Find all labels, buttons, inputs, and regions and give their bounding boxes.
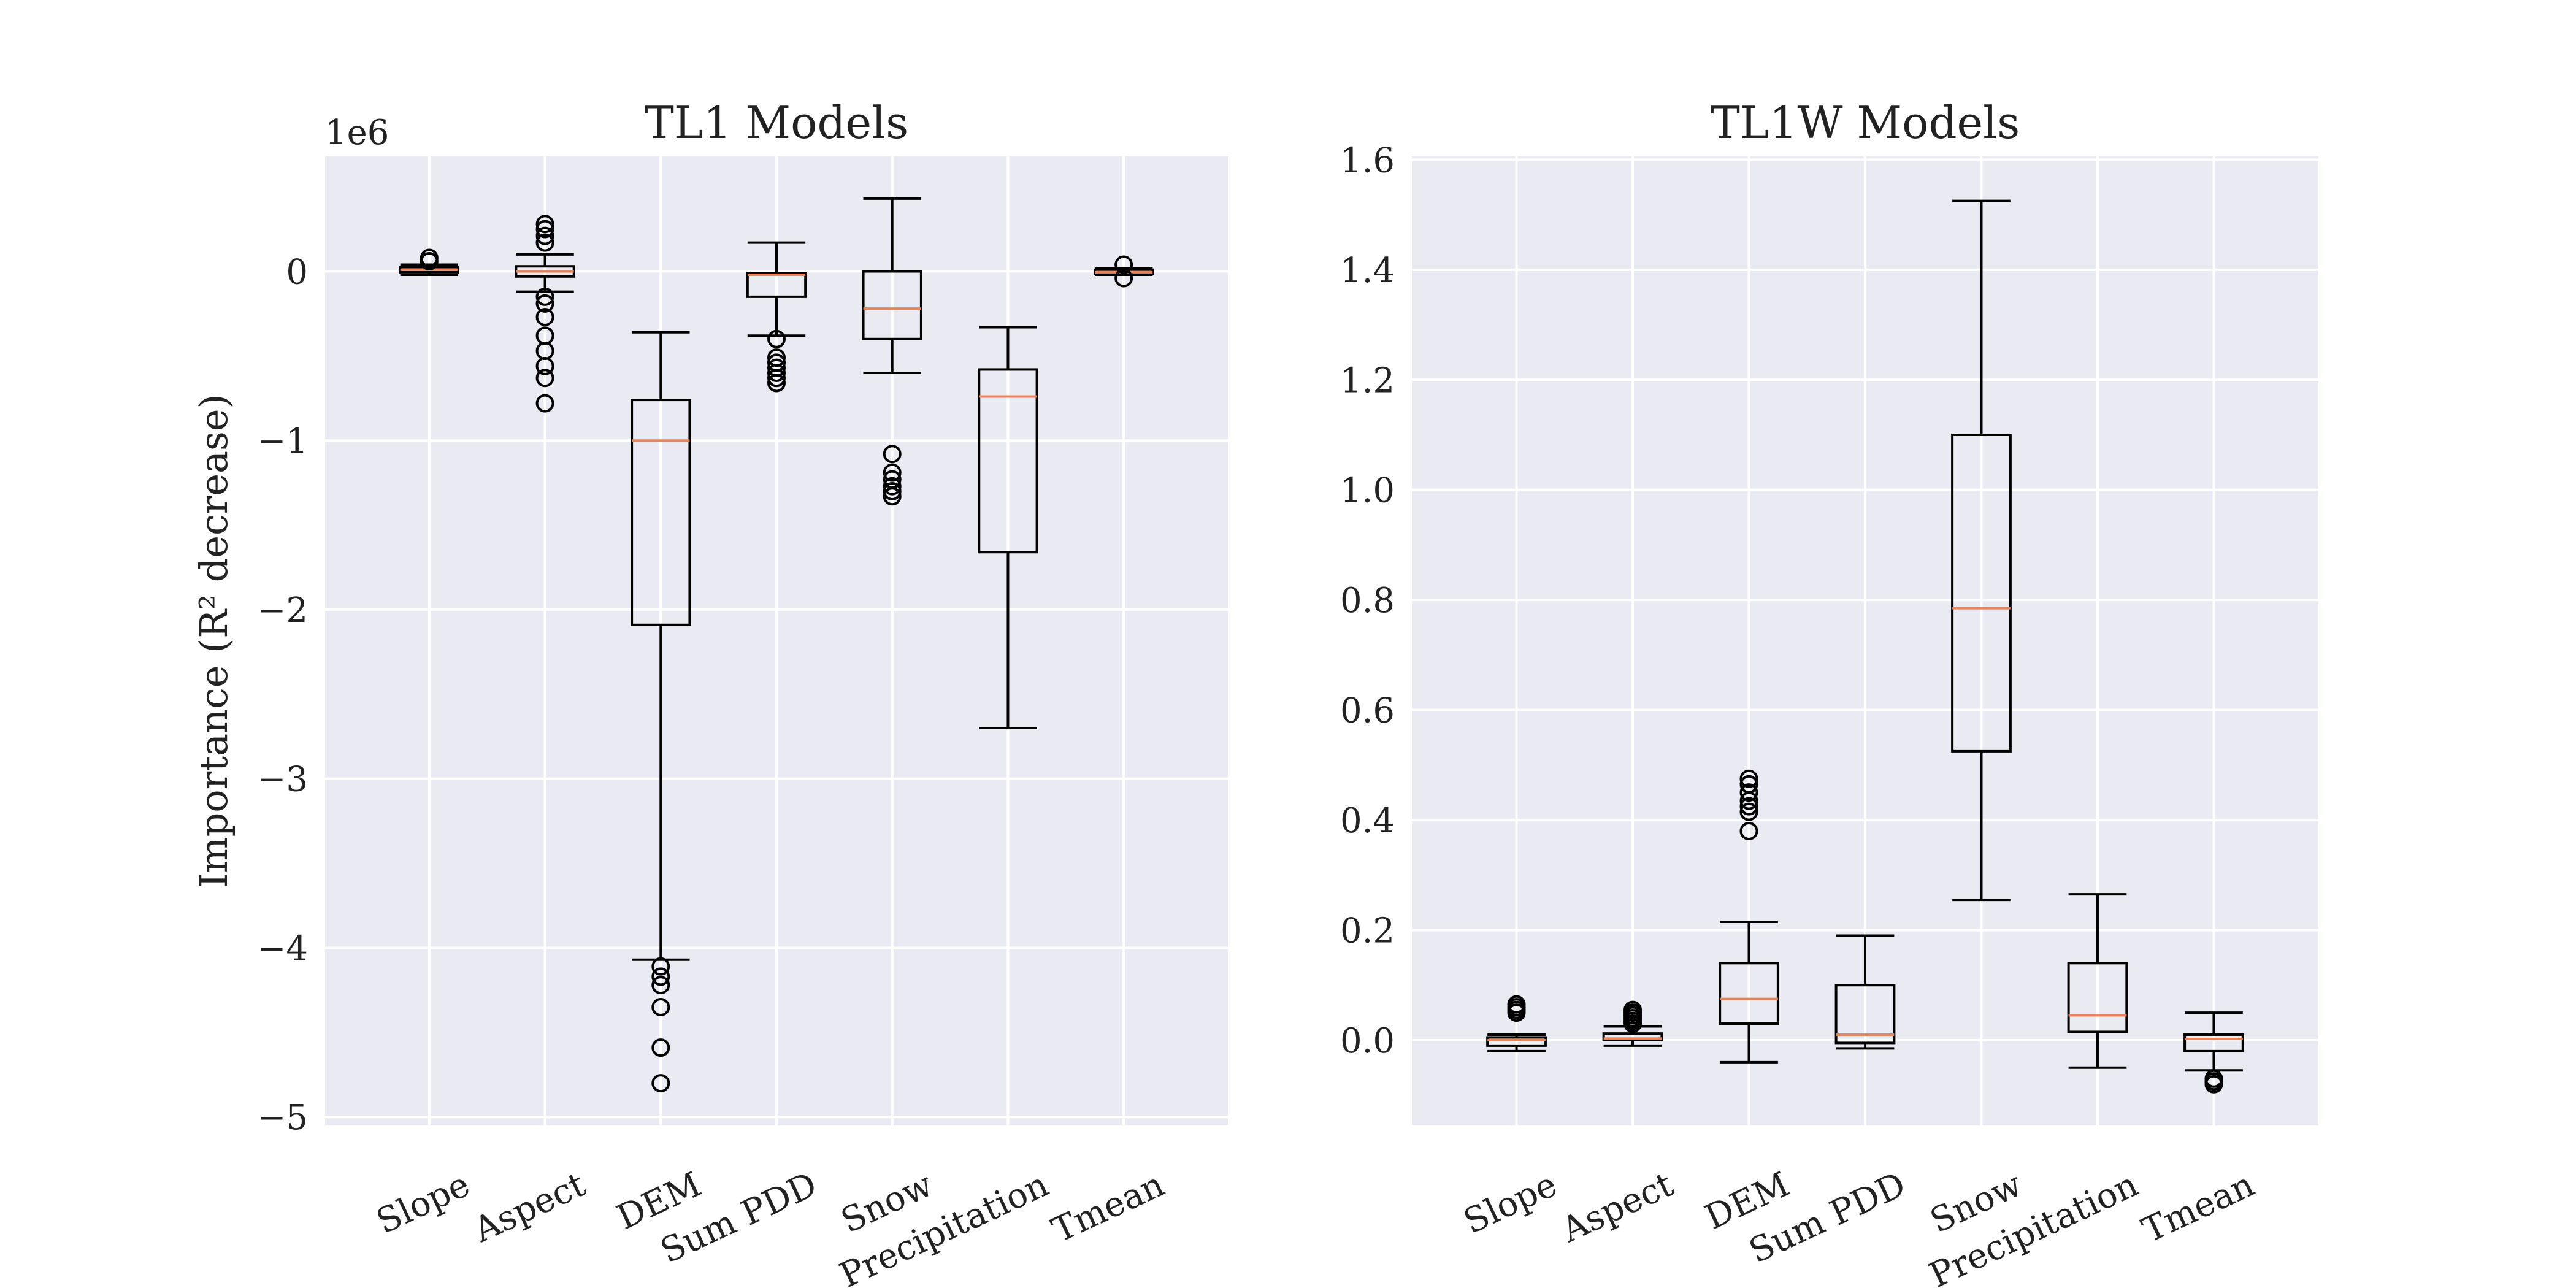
iqr-box (2067, 962, 2128, 1033)
x-tick-label: Tmean (1046, 1165, 1170, 1251)
outlier-point (1623, 1000, 1643, 1019)
y-tick-label: 0.6 (1340, 691, 1395, 731)
x-tick-label: Aspect (1555, 1165, 1680, 1251)
iqr-box (862, 270, 922, 340)
iqr-box (1834, 984, 1896, 1045)
outlier-point (651, 1038, 670, 1057)
x-tick-label: Tmean (2136, 1165, 2260, 1251)
iqr-box (631, 399, 691, 626)
outlier-point (651, 1074, 670, 1093)
box-snow (1951, 199, 2012, 902)
outlier-point (1739, 769, 1758, 788)
y-tick-label: 1.4 (1340, 251, 1395, 291)
outlier-point (535, 220, 554, 239)
outlier-point (1739, 802, 1758, 821)
outlier-point (651, 976, 670, 995)
box-precipitation (978, 326, 1038, 730)
outlier-point (535, 326, 554, 345)
y-tick-label: −2 (257, 591, 308, 631)
y-tick-label: 1.0 (1340, 471, 1395, 511)
box-sum-pdd (746, 241, 807, 393)
box-dem (1719, 769, 1779, 1064)
outlier-point (767, 348, 786, 367)
y-tick-label: 1.2 (1340, 361, 1395, 401)
outlier-point (535, 394, 554, 413)
y-offset-label: 1e6 (325, 113, 389, 153)
y-tick-label: 0.2 (1340, 911, 1395, 951)
x-tick-label: Slope (1458, 1165, 1563, 1242)
y-axis-label: Importance (R² decrease) (191, 394, 236, 887)
iqr-box (2183, 1033, 2244, 1052)
outlier-point (1739, 775, 1758, 794)
x-tick-label: Aspect (467, 1165, 592, 1251)
iqr-box (1486, 1036, 1547, 1047)
outlier-point (767, 353, 786, 372)
outlier-point (535, 294, 554, 313)
outlier-point (535, 226, 554, 245)
box-snow (862, 197, 922, 506)
iqr-box (1602, 1032, 1663, 1041)
outlier-point (1114, 255, 1133, 274)
outlier-point (883, 463, 902, 482)
box-slope (399, 248, 460, 277)
y-tick-label: −4 (257, 929, 308, 968)
outlier-point (883, 477, 902, 496)
box-tmean (1093, 255, 1154, 288)
y-tick-label: 0.8 (1340, 581, 1395, 621)
y-tick-label: 0 (286, 253, 308, 293)
outlier-point (883, 481, 902, 500)
chart-title: TL1W Models (1711, 97, 2020, 148)
box-aspect (1602, 1000, 1663, 1047)
x-tick-label: Slope (370, 1165, 476, 1242)
chart-title: TL1 Models (645, 97, 908, 148)
outlier-point (535, 287, 554, 306)
iqr-box (746, 272, 807, 298)
outlier-point (883, 445, 902, 464)
iqr-box (1951, 433, 2012, 753)
outlier-point (420, 248, 439, 267)
iqr-box (1719, 962, 1779, 1025)
outlier-point (1507, 995, 1526, 1014)
y-tick-label: −3 (257, 760, 308, 800)
y-tick-label: −5 (257, 1098, 308, 1138)
outlier-point (535, 233, 554, 252)
outlier-point (767, 358, 786, 377)
outlier-point (883, 470, 902, 489)
outlier-point (535, 215, 554, 234)
y-tick-label: 0.4 (1340, 801, 1395, 841)
box-precipitation (2067, 893, 2128, 1069)
y-tick-label: −1 (257, 421, 308, 461)
outlier-point (767, 329, 786, 348)
outlier-point (2204, 1069, 2223, 1088)
outlier-point (651, 967, 670, 986)
outlier-point (1739, 821, 1758, 840)
box-slope (1486, 995, 1547, 1052)
iqr-box (978, 368, 1038, 554)
outlier-point (535, 369, 554, 388)
box-dem (631, 331, 691, 1093)
box-sum-pdd (1834, 934, 1896, 1050)
outlier-point (651, 997, 670, 1016)
box-aspect (515, 215, 575, 413)
outlier-point (1739, 783, 1758, 802)
outlier-point (535, 307, 554, 326)
box-tmean (2183, 1011, 2244, 1094)
y-tick-label: 0.0 (1340, 1021, 1395, 1061)
outlier-point (651, 957, 670, 976)
y-tick-label: 1.6 (1340, 140, 1395, 180)
outlier-point (1739, 797, 1758, 816)
outlier-point (1114, 269, 1133, 288)
